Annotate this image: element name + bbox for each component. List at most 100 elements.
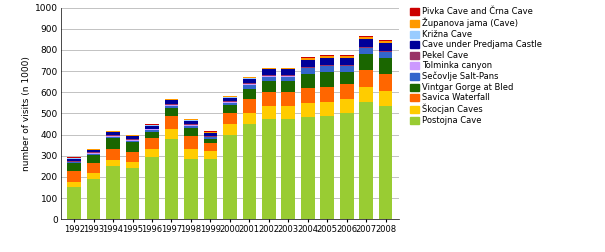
Bar <box>145 124 159 125</box>
Bar <box>359 86 373 102</box>
Bar <box>204 151 217 159</box>
Bar <box>223 124 237 135</box>
Bar <box>301 57 315 58</box>
Bar <box>223 96 237 97</box>
Bar <box>262 76 276 77</box>
Bar <box>145 125 159 126</box>
Bar <box>301 88 315 104</box>
Bar <box>145 130 159 132</box>
Bar <box>204 133 217 136</box>
Bar <box>87 150 100 152</box>
Bar <box>165 105 178 106</box>
Bar <box>184 126 198 129</box>
Bar <box>281 92 295 106</box>
Bar <box>243 113 256 124</box>
Bar <box>340 72 353 84</box>
Bar <box>223 97 237 98</box>
Bar <box>262 81 276 92</box>
Bar <box>126 151 139 162</box>
Bar <box>67 158 81 159</box>
Bar <box>379 43 393 51</box>
Bar <box>243 83 256 84</box>
Bar <box>106 133 120 135</box>
Bar <box>301 60 315 67</box>
Bar <box>106 160 120 166</box>
Bar <box>106 166 120 219</box>
Bar <box>321 115 334 219</box>
Bar <box>106 138 120 148</box>
Legend: Pivka Cave and Črna Cave, Županova jama (Cave), Križna Cave, Cave under Predjama: Pivka Cave and Črna Cave, Županova jama … <box>410 8 542 125</box>
Bar <box>165 108 178 116</box>
Bar <box>321 65 334 66</box>
Bar <box>165 129 178 139</box>
Bar <box>262 75 276 76</box>
Bar <box>145 157 159 219</box>
Bar <box>243 79 256 83</box>
Bar <box>126 140 139 141</box>
Bar <box>184 120 198 121</box>
Bar <box>301 58 315 60</box>
Bar <box>301 67 315 68</box>
Bar <box>262 77 276 81</box>
Bar <box>281 106 295 119</box>
Bar <box>243 84 256 85</box>
Bar <box>321 56 334 57</box>
Bar <box>379 40 393 41</box>
Bar <box>379 52 393 58</box>
Bar <box>67 162 81 163</box>
Bar <box>262 119 276 219</box>
Bar <box>67 181 81 187</box>
Bar <box>106 137 120 138</box>
Bar <box>321 66 334 72</box>
Bar <box>262 68 276 69</box>
Bar <box>106 131 120 132</box>
Bar <box>321 55 334 56</box>
Bar <box>340 58 353 65</box>
Bar <box>106 132 120 133</box>
Bar <box>340 57 353 58</box>
Bar <box>281 76 295 77</box>
Bar <box>165 104 178 105</box>
Bar <box>184 119 198 120</box>
Bar <box>223 135 237 219</box>
Bar <box>379 106 393 219</box>
Bar <box>262 69 276 75</box>
Bar <box>301 74 315 88</box>
Bar <box>243 99 256 113</box>
Bar <box>204 131 217 132</box>
Bar <box>67 187 81 219</box>
Bar <box>340 84 353 99</box>
Bar <box>204 137 217 139</box>
Bar <box>223 103 237 105</box>
Bar <box>106 135 120 136</box>
Bar <box>145 126 159 129</box>
Bar <box>126 137 139 139</box>
Bar <box>87 154 100 155</box>
Bar <box>359 48 373 54</box>
Bar <box>126 141 139 142</box>
Bar <box>184 125 198 126</box>
Bar <box>67 157 81 158</box>
Bar <box>281 68 295 69</box>
Bar <box>379 51 393 52</box>
Bar <box>87 163 100 173</box>
Bar <box>281 77 295 81</box>
Bar <box>223 102 237 103</box>
Bar <box>204 136 217 137</box>
Bar <box>243 124 256 219</box>
Bar <box>165 101 178 104</box>
Bar <box>67 171 81 181</box>
Bar <box>359 70 373 86</box>
Bar <box>87 152 100 153</box>
Bar <box>87 149 100 150</box>
Bar <box>204 159 217 219</box>
Bar <box>67 159 81 161</box>
Bar <box>340 66 353 72</box>
Bar <box>165 116 178 129</box>
Bar <box>340 55 353 56</box>
Bar <box>359 39 373 47</box>
Bar <box>321 102 334 115</box>
Bar <box>145 132 159 138</box>
Bar <box>165 106 178 108</box>
Bar <box>301 68 315 74</box>
